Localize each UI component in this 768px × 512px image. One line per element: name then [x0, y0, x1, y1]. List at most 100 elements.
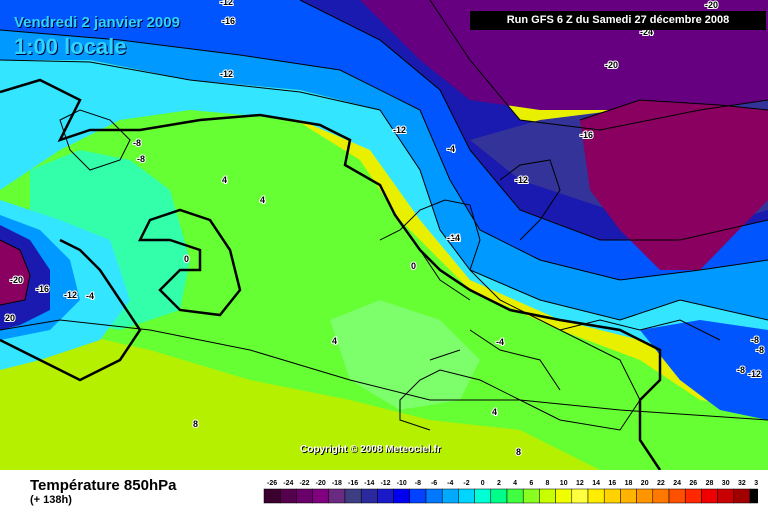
legend-swatch — [263, 488, 281, 504]
contour-label: -12 — [748, 369, 761, 379]
legend-swatch — [571, 488, 589, 504]
legend-tick-label: 30 — [722, 480, 730, 487]
legend-tick-label: 24 — [673, 480, 681, 487]
contour-labels: -12-16-12-20-24-20-16-12-8-8-4-12-12440-… — [4, 0, 765, 458]
legend-swatch — [652, 488, 670, 504]
legend-tick-label: 12 — [576, 480, 584, 487]
contour-label: 20 — [5, 313, 15, 323]
color-scale-legend: -26 -24 -22 -20 -18 -16 -14 -12 -10 -8 -6 -4 -2 0 2 4 6 8… — [263, 480, 758, 504]
contour-label: -8 — [756, 345, 764, 355]
legend-tick-label: -2 — [463, 480, 469, 487]
legend-swatch — [441, 488, 459, 504]
legend-swatch — [555, 488, 573, 504]
legend-swatch — [733, 488, 751, 504]
contour-label: -20 — [705, 0, 718, 10]
legend-tick-label: 16 — [608, 480, 616, 487]
legend-tick-label: 28 — [706, 480, 714, 487]
copyright-notice: Copyright © 2008 Meteociel.fr — [300, 444, 441, 455]
legend-tick-label: 20 — [641, 480, 649, 487]
legend-tick-label: 14 — [592, 480, 600, 487]
contour-label: -8 — [737, 365, 745, 375]
legend-tick-label: 26 — [689, 480, 697, 487]
contour-label: 4 — [260, 195, 265, 205]
contour-label: -4 — [447, 144, 455, 154]
legend-swatch — [684, 488, 702, 504]
contour-label: -8 — [133, 138, 141, 148]
legend-tick-label: 8 — [546, 480, 550, 487]
legend-swatch — [377, 488, 394, 504]
legend-swatch — [312, 488, 330, 504]
legend-swatch — [701, 488, 718, 504]
contour-label: 8 — [193, 419, 198, 429]
zone-magenta — [580, 100, 768, 270]
legend-swatch — [328, 488, 346, 504]
legend-tick-label: -4 — [447, 480, 453, 487]
coastlines — [59, 109, 721, 431]
zone-sky — [0, 30, 768, 320]
legend-swatch — [425, 488, 443, 504]
legend-tick-label: -6 — [431, 480, 437, 487]
contour-label: -16 — [580, 130, 593, 140]
contour-label: -4 — [452, 233, 460, 243]
contour-label: -20 — [605, 60, 618, 70]
legend-swatch — [668, 488, 686, 504]
forecast-hour: 1:00 locale — [14, 34, 127, 59]
isotherm-lines — [0, 0, 768, 421]
legend-swatch — [636, 488, 654, 504]
contour-label: -12 — [515, 175, 528, 185]
model-run-banner: Run GFS 6 Z du Samedi 27 décembre 2008 — [470, 11, 766, 30]
zone-green-light — [330, 300, 480, 410]
legend-tick-label: 34 — [754, 480, 758, 487]
contour-label: 0 — [411, 261, 416, 271]
legend-tick-label: 32 — [738, 480, 746, 487]
zone-green — [0, 100, 768, 470]
legend-tick-label: -18 — [332, 480, 342, 487]
contour-label: -12 — [220, 0, 233, 7]
legend-tick-label: -26 — [267, 480, 277, 487]
contour-label: -16 — [36, 284, 49, 294]
legend-swatch — [603, 488, 621, 504]
legend-swatch — [587, 488, 605, 504]
legend-swatch — [360, 488, 378, 504]
contour-label: 4 — [492, 407, 497, 417]
legend-tick-label: -10 — [397, 480, 407, 487]
contour-label: -20 — [10, 275, 23, 285]
legend-swatch — [539, 488, 556, 504]
legend-tick-label: 18 — [625, 480, 633, 487]
legend-tick-label: -12 — [380, 480, 390, 487]
legend-swatch — [474, 488, 492, 504]
legend-tick-label: -24 — [283, 480, 293, 487]
contour-label: -8 — [751, 335, 759, 345]
legend-tick-label: 10 — [560, 480, 568, 487]
legend-tick-label: -20 — [316, 480, 326, 487]
legend-tick-label: 6 — [529, 480, 533, 487]
contour-label: 4 — [332, 336, 337, 346]
legend-swatch — [296, 488, 313, 504]
legend-swatch — [409, 488, 427, 504]
contour-label: -8 — [137, 154, 145, 164]
legend-tick-label: -16 — [348, 480, 358, 487]
legend-swatch — [522, 488, 540, 504]
legend-swatch — [344, 488, 362, 504]
contour-label: -12 — [220, 69, 233, 79]
legend-swatch — [717, 488, 735, 504]
zone-blue-east — [640, 320, 768, 420]
legend-swatch — [490, 488, 508, 504]
legend-tick-label: 2 — [497, 480, 501, 487]
legend-swatch — [458, 488, 475, 504]
legend-swatch — [749, 488, 758, 504]
legend-tick-label: 0 — [481, 480, 485, 487]
contour-label: -12 — [393, 125, 406, 135]
legend-tick-label: 4 — [513, 480, 517, 487]
legend-swatch — [393, 488, 411, 504]
contour-label: 4 — [222, 175, 227, 185]
contour-label: -4 — [86, 291, 94, 301]
map-canvas: -12-16-12-20-24-20-16-12-8-8-4-12-12440-… — [0, 0, 768, 470]
contour-label: 0 — [184, 254, 189, 264]
legend-swatch — [506, 488, 524, 504]
temperature-map: -12 -16 -12 -20 -24 -20 -16 -12 -8 -8 -4 -12 -12 4 4 0-… — [0, 0, 768, 470]
legend-tick-label: -14 — [364, 480, 374, 487]
forecast-horizon: (+ 138h) — [30, 494, 72, 506]
zero-isotherm-line — [0, 78, 662, 470]
contour-label: -16 — [222, 16, 235, 26]
